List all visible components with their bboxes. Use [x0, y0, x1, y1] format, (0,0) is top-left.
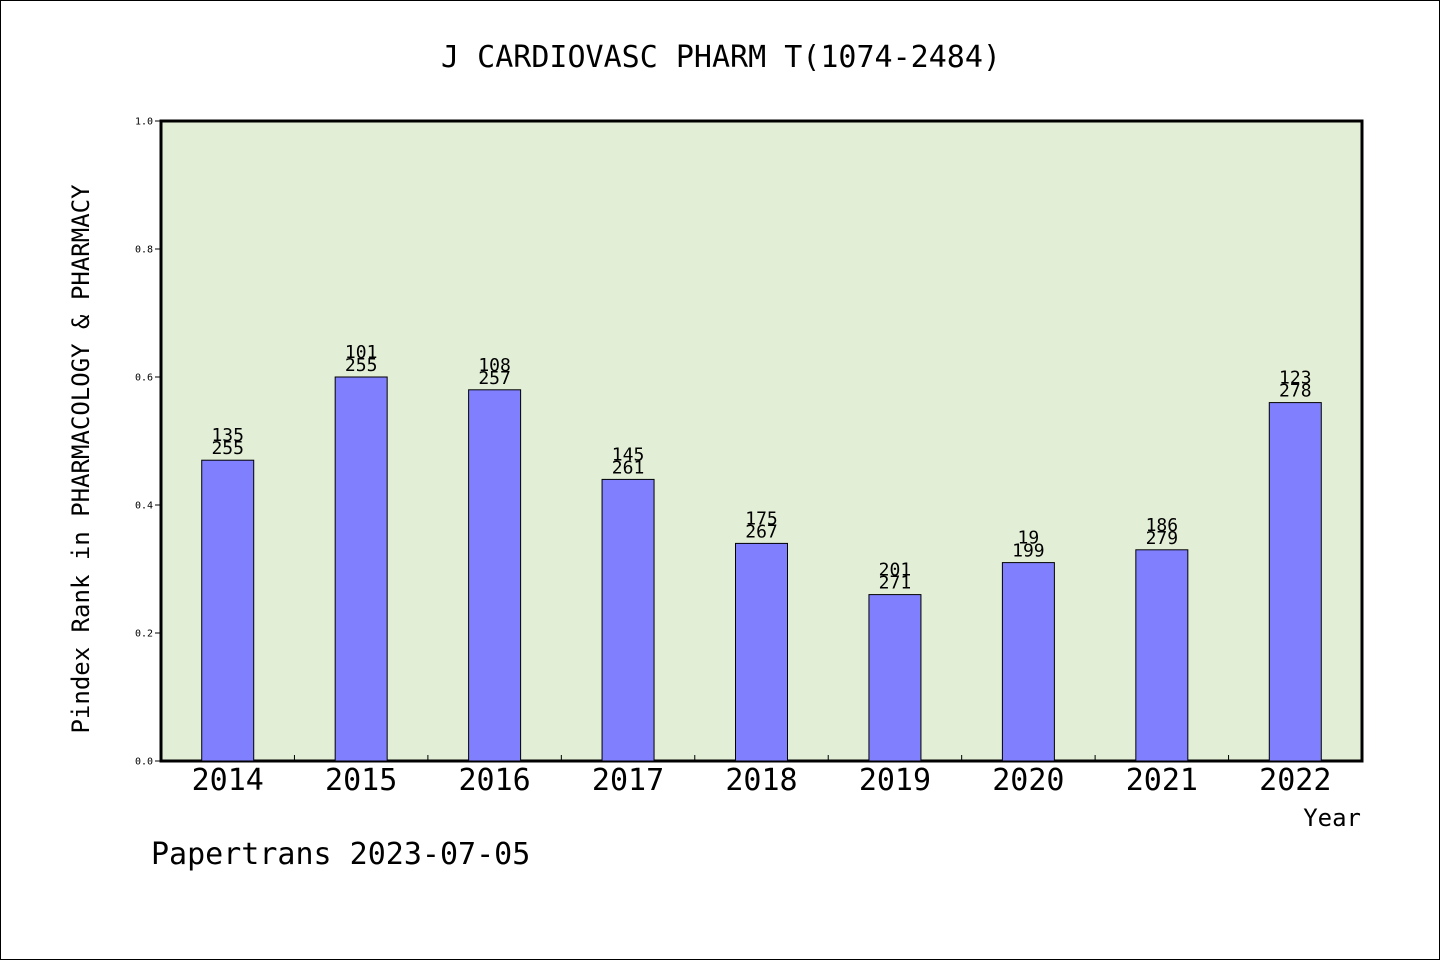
bar-total-label: 257	[478, 368, 511, 389]
bar-rank-label: 19	[1018, 528, 1040, 549]
bar-rank-label: 186	[1146, 515, 1179, 536]
bar-series	[201, 376, 1322, 762]
x-tick-label: 2015	[325, 763, 397, 798]
bar	[1001, 562, 1055, 762]
bar	[601, 478, 655, 762]
chart-title: J CARDIOVASC PHARM T(1074-2484)	[441, 40, 1001, 75]
bar-total-label: 279	[1146, 528, 1179, 549]
y-tick-label: 0.0	[135, 757, 153, 768]
x-tick-label: 2022	[1259, 763, 1331, 798]
x-tick-label: 2017	[592, 763, 664, 798]
bar	[735, 542, 788, 762]
bar-rank-label: 145	[612, 444, 645, 465]
y-tick-label: 1.0	[135, 117, 153, 128]
bar	[1135, 549, 1189, 762]
bar-total-label: 199	[1012, 541, 1045, 562]
bar-rank-label: 201	[879, 560, 912, 581]
y-axis: 0.0 0.2 0.4 0.6 0.8 1.0	[135, 117, 161, 768]
y-tick-label: 0.4	[135, 501, 153, 512]
bar-total-label: 255	[345, 355, 378, 376]
y-axis-label: Pindex Rank in PHARMACOLOGY & PHARMACY	[67, 184, 95, 734]
bar-total-label: 261	[612, 457, 645, 478]
footer-credit: Papertrans 2023-07-05	[151, 837, 530, 872]
y-tick-label: 0.8	[135, 245, 153, 256]
x-tick-label: 2018	[725, 763, 797, 798]
x-axis-label: Year	[1303, 804, 1361, 832]
bar	[468, 389, 522, 762]
x-tick-label: 2016	[458, 763, 530, 798]
bar-rank-label: 108	[478, 355, 511, 376]
bar	[334, 376, 388, 762]
bar	[1268, 402, 1322, 762]
bar-rank-label: 123	[1279, 368, 1312, 389]
y-tick-label: 0.2	[135, 629, 153, 640]
y-tick-label: 0.6	[135, 373, 153, 384]
bar-total-label: 255	[211, 438, 244, 459]
bar-rank-label: 135	[211, 425, 244, 446]
x-tick-label: 2019	[859, 763, 931, 798]
bar-total-label: 267	[745, 521, 778, 542]
x-tick-label: 2020	[992, 763, 1064, 798]
bar	[868, 594, 922, 762]
bar	[201, 459, 255, 762]
x-tick-label: 2014	[192, 763, 264, 798]
bar-total-label: 278	[1279, 381, 1312, 402]
bar-total-label: 271	[879, 573, 912, 594]
bar-rank-label: 101	[345, 342, 378, 363]
x-tick-label: 2021	[1126, 763, 1198, 798]
bar-rank-label: 175	[745, 508, 778, 529]
x-axis: 2014 2015 2016 2017 2018 2019 2020 2021 2022	[192, 755, 1331, 798]
